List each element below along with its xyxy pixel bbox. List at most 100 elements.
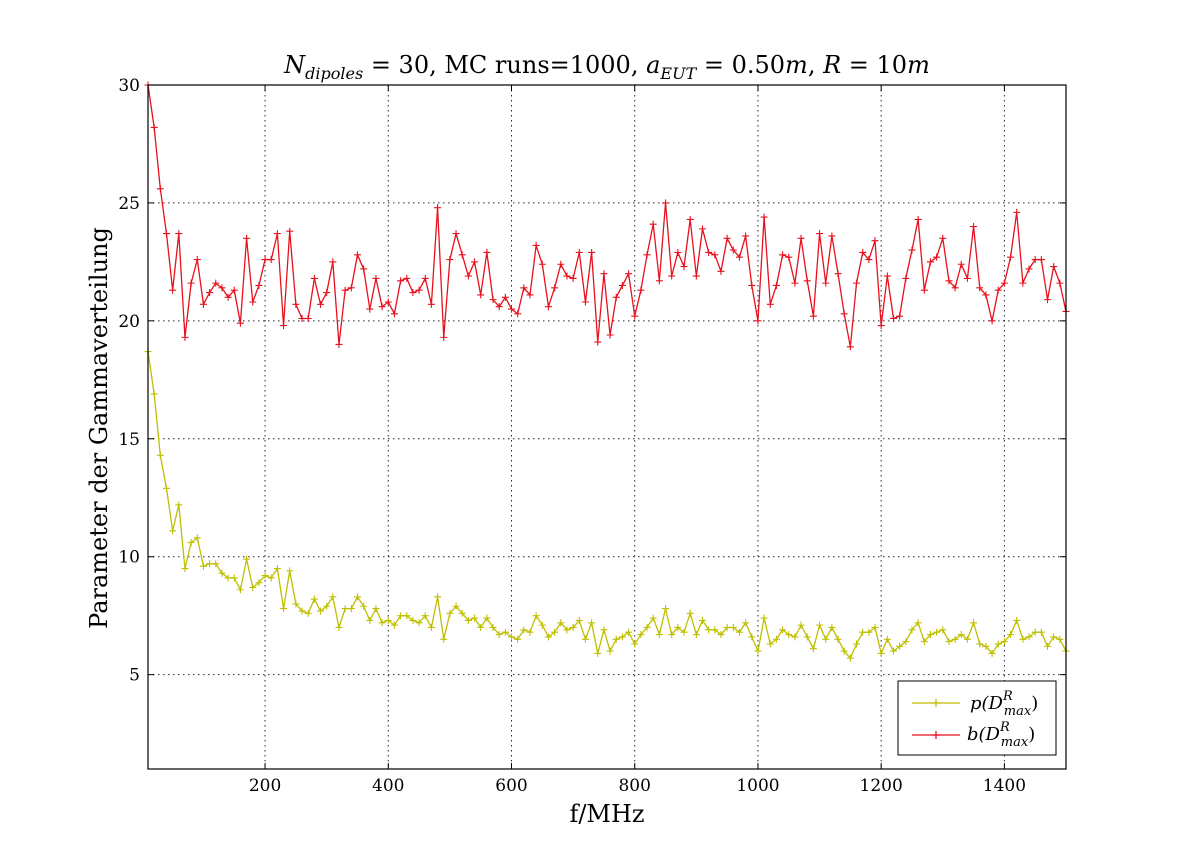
data-point-marker bbox=[1013, 208, 1021, 216]
data-point-marker bbox=[957, 631, 965, 639]
data-point-marker bbox=[390, 310, 398, 318]
data-point-marker bbox=[378, 303, 386, 311]
data-point-marker bbox=[649, 220, 657, 228]
data-point-marker bbox=[754, 647, 762, 655]
data-point-marker bbox=[206, 289, 214, 297]
data-point-marker bbox=[458, 251, 466, 259]
data-point-marker bbox=[409, 616, 417, 624]
data-point-marker bbox=[581, 298, 589, 306]
data-point-marker bbox=[397, 612, 405, 620]
data-point-marker bbox=[748, 633, 756, 641]
data-point-marker bbox=[446, 609, 454, 617]
data-point-marker bbox=[680, 263, 688, 271]
data-point-marker bbox=[606, 331, 614, 339]
data-point-marker bbox=[532, 612, 540, 620]
data-point-marker bbox=[329, 258, 337, 266]
data-point-marker bbox=[612, 635, 620, 643]
data-point-marker bbox=[353, 593, 361, 601]
data-point-marker bbox=[249, 583, 257, 591]
legend: p(DR max) b(DR max) bbox=[897, 680, 1057, 756]
data-point-marker bbox=[735, 253, 743, 261]
data-point-marker bbox=[735, 628, 743, 636]
data-point-marker bbox=[162, 484, 170, 492]
data-point-marker bbox=[280, 322, 288, 330]
data-point-marker bbox=[625, 628, 633, 636]
data-point-marker bbox=[581, 635, 589, 643]
data-point-marker bbox=[156, 185, 164, 193]
data-point-marker bbox=[353, 251, 361, 259]
data-point-marker bbox=[674, 623, 682, 631]
data-point-marker bbox=[926, 258, 934, 266]
data-point-marker bbox=[427, 300, 435, 308]
data-point-marker bbox=[563, 272, 571, 280]
x-tick-label: 600 bbox=[495, 776, 527, 796]
data-point-marker bbox=[557, 260, 565, 268]
data-point-marker bbox=[945, 277, 953, 285]
data-point-marker bbox=[594, 338, 602, 346]
data-point-marker bbox=[378, 619, 386, 627]
data-point-marker bbox=[551, 628, 559, 636]
y-tick-label: 30 bbox=[118, 76, 140, 96]
data-point-marker bbox=[181, 333, 189, 341]
data-point-marker bbox=[902, 274, 910, 282]
data-point-marker bbox=[243, 555, 251, 563]
data-point-marker bbox=[187, 279, 195, 287]
data-point-marker bbox=[766, 640, 774, 648]
data-point-marker bbox=[957, 260, 965, 268]
data-point-marker bbox=[218, 569, 226, 577]
data-point-marker bbox=[853, 640, 861, 648]
data-point-marker bbox=[871, 237, 879, 245]
data-point-marker bbox=[181, 565, 189, 573]
x-tick-label: 1000 bbox=[736, 776, 779, 796]
legend-marker-p bbox=[932, 699, 940, 707]
series-line bbox=[147, 351, 1067, 659]
data-point-marker bbox=[828, 232, 836, 240]
data-point-marker bbox=[280, 605, 288, 613]
data-point-marker bbox=[963, 635, 971, 643]
data-point-marker bbox=[926, 631, 934, 639]
data-point-marker bbox=[508, 633, 515, 641]
data-point-marker bbox=[908, 246, 916, 254]
data-point-marker bbox=[711, 251, 719, 259]
data-point-marker bbox=[680, 628, 688, 636]
data-point-marker bbox=[193, 534, 201, 542]
data-point-marker bbox=[816, 230, 824, 238]
data-point-marker bbox=[1025, 633, 1033, 641]
data-point-marker bbox=[963, 274, 971, 282]
data-point-marker bbox=[692, 272, 700, 280]
data-point-marker bbox=[865, 628, 873, 636]
data-point-marker bbox=[908, 626, 916, 634]
y-tick-label: 25 bbox=[118, 194, 140, 214]
data-point-marker bbox=[569, 623, 577, 631]
data-point-marker bbox=[668, 631, 676, 639]
data-point-marker bbox=[434, 204, 442, 212]
data-point-marker bbox=[471, 614, 479, 622]
data-point-marker bbox=[791, 633, 799, 641]
data-point-marker bbox=[464, 616, 472, 624]
data-point-marker bbox=[668, 272, 676, 280]
data-point-marker bbox=[717, 631, 725, 639]
data-point-marker bbox=[723, 234, 731, 242]
data-point-marker bbox=[150, 390, 158, 398]
data-point-marker bbox=[508, 305, 515, 313]
data-point-marker bbox=[1050, 633, 1058, 641]
data-point-marker bbox=[403, 612, 411, 620]
data-point-marker bbox=[427, 623, 435, 631]
data-point-marker bbox=[292, 300, 300, 308]
data-point-marker bbox=[612, 293, 620, 301]
data-point-marker bbox=[951, 284, 959, 292]
chart-title: Ndipoles = 30, MC runs=1000, aEUT = 0.50… bbox=[283, 51, 930, 83]
data-point-marker bbox=[415, 286, 423, 294]
data-point-marker bbox=[809, 312, 817, 320]
data-point-marker bbox=[637, 631, 645, 639]
data-point-marker bbox=[760, 213, 768, 221]
data-point-marker bbox=[520, 284, 528, 292]
data-point-marker bbox=[156, 451, 164, 459]
data-point-marker bbox=[902, 638, 910, 646]
data-point-marker bbox=[834, 270, 842, 278]
data-point-marker bbox=[310, 595, 318, 603]
x-axis-label: f/MHz bbox=[569, 800, 644, 828]
plot-frame bbox=[147, 84, 1067, 770]
data-point-marker bbox=[754, 317, 762, 325]
data-point-marker bbox=[175, 230, 183, 238]
